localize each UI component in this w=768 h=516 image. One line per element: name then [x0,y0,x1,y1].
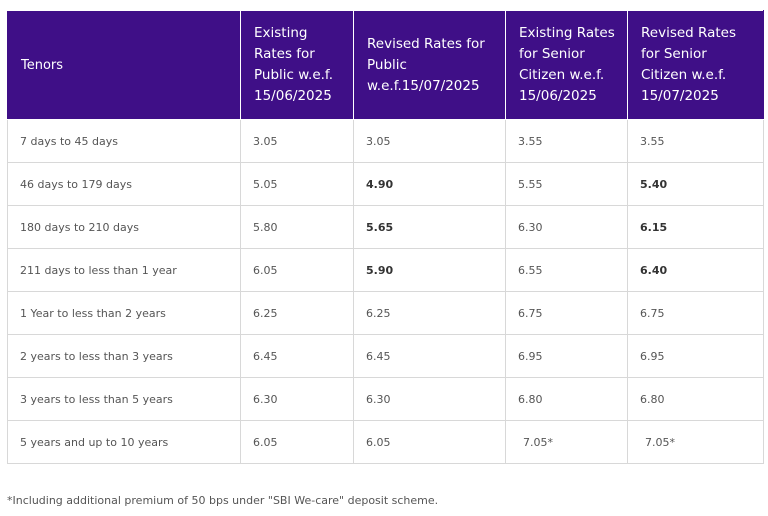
table-body: 7 days to 45 days 3.05 3.05 3.55 3.55 46… [7,119,764,464]
header-row: Tenors Existing Rates for Public w.e.f. … [7,10,764,120]
revised-senior-cell: 6.75 [627,291,764,335]
table-header: Tenors Existing Rates for Public w.e.f. … [7,10,764,120]
tenor-cell: 2 years to less than 3 years [7,334,241,378]
existing-public-cell: 3.05 [240,119,354,163]
revised-public-cell: 6.25 [353,291,506,335]
existing-senior-cell: 6.55 [505,248,628,292]
interest-rates-table: Tenors Existing Rates for Public w.e.f. … [7,10,764,464]
revised-senior-cell: 3.55 [627,119,764,163]
tenor-cell: 7 days to 45 days [7,119,241,163]
existing-senior-cell: 6.30 [505,205,628,249]
tenor-cell: 46 days to 179 days [7,162,241,206]
existing-public-cell: 6.05 [240,248,354,292]
existing-public-cell: 5.80 [240,205,354,249]
existing-public-cell: 6.45 [240,334,354,378]
header-existing-public: Existing Rates for Public w.e.f. 15/06/2… [240,10,354,120]
existing-senior-cell: 6.75 [505,291,628,335]
header-revised-public: Revised Rates for Public w.e.f.15/07/202… [353,10,506,120]
existing-senior-cell: 7.05* [505,420,628,464]
existing-public-cell: 6.05 [240,420,354,464]
tenor-cell: 180 days to 210 days [7,205,241,249]
existing-public-cell: 6.25 [240,291,354,335]
revised-public-cell: 3.05 [353,119,506,163]
existing-public-cell: 6.30 [240,377,354,421]
revised-public-cell: 6.05 [353,420,506,464]
revised-public-cell: 6.30 [353,377,506,421]
existing-senior-cell: 6.80 [505,377,628,421]
revised-public-cell: 6.45 [353,334,506,378]
table-row: 2 years to less than 3 years 6.45 6.45 6… [7,334,764,378]
revised-senior-cell: 6.95 [627,334,764,378]
revised-senior-cell: 6.40 [627,248,764,292]
table-row: 3 years to less than 5 years 6.30 6.30 6… [7,377,764,421]
tenor-cell: 1 Year to less than 2 years [7,291,241,335]
tenor-cell: 5 years and up to 10 years [7,420,241,464]
table-row: 211 days to less than 1 year 6.05 5.90 6… [7,248,764,292]
table-row: 180 days to 210 days 5.80 5.65 6.30 6.15 [7,205,764,249]
existing-senior-cell: 5.55 [505,162,628,206]
existing-senior-cell: 6.95 [505,334,628,378]
footnote: *Including additional premium of 50 bps … [7,494,439,507]
header-existing-senior: Existing Rates for Senior Citizen w.e.f.… [505,10,628,120]
tenor-cell: 3 years to less than 5 years [7,377,241,421]
header-revised-senior: Revised Rates for Senior Citizen w.e.f. … [627,10,764,120]
revised-senior-cell: 6.80 [627,377,764,421]
revised-public-cell: 5.65 [353,205,506,249]
revised-public-cell: 5.90 [353,248,506,292]
table-row: 7 days to 45 days 3.05 3.05 3.55 3.55 [7,119,764,163]
table-row: 5 years and up to 10 years 6.05 6.05 7.0… [7,420,764,464]
revised-senior-cell: 7.05* [627,420,764,464]
tenor-cell: 211 days to less than 1 year [7,248,241,292]
revised-senior-cell: 5.40 [627,162,764,206]
existing-public-cell: 5.05 [240,162,354,206]
revised-senior-cell: 6.15 [627,205,764,249]
revised-public-cell: 4.90 [353,162,506,206]
header-tenors: Tenors [7,10,241,120]
table-row: 46 days to 179 days 5.05 4.90 5.55 5.40 [7,162,764,206]
existing-senior-cell: 3.55 [505,119,628,163]
table-row: 1 Year to less than 2 years 6.25 6.25 6.… [7,291,764,335]
